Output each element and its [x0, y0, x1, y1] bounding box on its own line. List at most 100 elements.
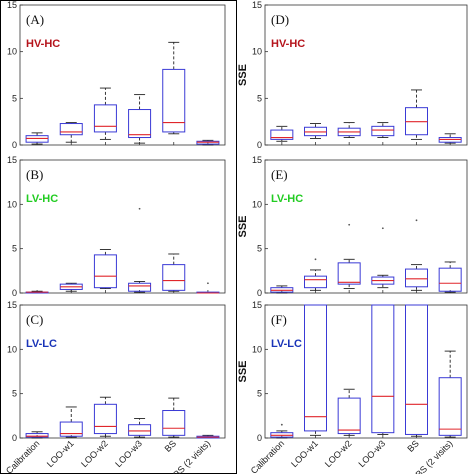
- panel-d: 0 5 10 15 (D) HV-HC SSE: [237, 0, 468, 150]
- box-bs: [405, 219, 428, 291]
- box-bs: [162, 397, 186, 438]
- box-calibration: [270, 423, 294, 439]
- box-iqr: [304, 275, 327, 289]
- group-title: LV-HC: [26, 193, 58, 205]
- box-calibration: [25, 431, 49, 439]
- box-calibration: [270, 285, 294, 294]
- y-axis-label: SSE: [237, 360, 249, 382]
- box-iqr: [270, 129, 294, 140]
- box-calibration: [25, 132, 49, 145]
- group-title: LV-LC: [271, 338, 302, 350]
- y-tick-label: 0: [12, 288, 17, 298]
- box-bs: [405, 304, 428, 437]
- box-iqr: [93, 254, 117, 289]
- box-iqr: [59, 421, 83, 437]
- y-tick-label: 15: [252, 0, 262, 10]
- box-iqr: [128, 424, 152, 436]
- box-iqr: [337, 397, 361, 435]
- y-tick-label: 15: [252, 155, 262, 165]
- panel-label: (F): [271, 312, 287, 327]
- y-tick-label: 10: [7, 199, 17, 209]
- box-loo-w1: [304, 304, 327, 436]
- y-tick-label: 0: [257, 288, 262, 298]
- outlier-point: [207, 282, 209, 285]
- box-loo-w3: [128, 418, 152, 438]
- box-iqr: [405, 268, 428, 288]
- panel-b: 0 5 10 15 (B) LV-HC: [7, 155, 226, 298]
- outlier-point: [381, 227, 384, 230]
- y-tick-label: 0: [12, 433, 17, 443]
- box-loo-w1: [59, 282, 83, 292]
- y-tick-label: 5: [257, 93, 262, 103]
- y-axis-label: SSE: [237, 215, 249, 237]
- box-loo-w3: [128, 207, 152, 293]
- group-title: HV-HC: [271, 38, 305, 50]
- box-bs: [162, 253, 186, 292]
- y-tick-label: 15: [7, 155, 17, 165]
- box-loo-w3: [371, 304, 395, 435]
- box-bs-2-visits-: [438, 261, 462, 293]
- y-tick-label: 5: [257, 244, 262, 254]
- box-bs-2-visits-: [196, 139, 220, 146]
- box-iqr: [405, 304, 428, 435]
- plot-area: [264, 4, 468, 146]
- plot-area: [19, 304, 226, 439]
- box-loo-w2: [93, 87, 117, 140]
- y-tick-label: 5: [12, 244, 17, 254]
- box-iqr: [438, 377, 462, 436]
- y-tick-label: 0: [257, 433, 262, 443]
- box-loo-w1: [59, 406, 83, 438]
- box-bs-2-visits-: [196, 282, 220, 294]
- panel-label: (E): [271, 167, 288, 182]
- y-tick-label: 10: [7, 47, 17, 57]
- group-title: LV-LC: [26, 338, 57, 350]
- box-loo-w2: [337, 223, 361, 290]
- panel-label: (C): [26, 312, 43, 327]
- y-tick-label: 0: [257, 140, 262, 150]
- panel-label: (B): [26, 167, 43, 182]
- y-tick-label: 10: [7, 344, 17, 354]
- box-loo-w1: [304, 258, 327, 291]
- box-calibration: [25, 290, 49, 294]
- box-loo-w2: [337, 388, 361, 436]
- plot-area: [264, 159, 468, 294]
- plot-area: [19, 159, 226, 294]
- y-tick-label: 10: [252, 199, 262, 209]
- y-tick-label: 10: [252, 47, 262, 57]
- panel-e: 0 5 10 15 (E) LV-HC SSE: [237, 155, 468, 298]
- group-title: HV-HC: [26, 38, 60, 50]
- box-iqr: [304, 304, 327, 432]
- group-title: LV-HC: [271, 193, 303, 205]
- y-tick-label: 5: [12, 389, 17, 399]
- box-iqr: [93, 403, 117, 435]
- box-iqr: [337, 262, 361, 285]
- outlier-point: [138, 207, 141, 210]
- y-axis-label: SSE: [237, 64, 249, 86]
- box-bs: [405, 89, 428, 140]
- box-iqr: [162, 264, 186, 291]
- box-iqr: [438, 267, 462, 292]
- box-iqr: [162, 68, 186, 133]
- box-bs-2-visits-: [438, 133, 462, 144]
- outlier-point: [415, 219, 418, 222]
- box-iqr: [162, 410, 186, 436]
- plot-area: [264, 304, 468, 439]
- box-bs: [162, 41, 186, 135]
- outlier-point: [314, 258, 317, 261]
- outlier-point: [280, 423, 283, 426]
- box-loo-w1: [59, 122, 83, 143]
- box-loo-w1: [304, 123, 327, 139]
- box-loo-w2: [93, 396, 117, 437]
- box-iqr: [371, 125, 395, 137]
- box-loo-w3: [371, 227, 395, 289]
- panel-label: (D): [271, 12, 289, 27]
- panel-a: 0 5 10 15 (A) HV-HC: [7, 0, 226, 150]
- box-loo-w3: [128, 94, 152, 144]
- y-tick-label: 0: [12, 140, 17, 150]
- plot-area: [19, 4, 226, 146]
- box-bs-2-visits-: [196, 434, 220, 439]
- y-tick-label: 15: [7, 300, 17, 310]
- y-tick-label: 15: [252, 300, 262, 310]
- y-tick-label: 5: [257, 389, 262, 399]
